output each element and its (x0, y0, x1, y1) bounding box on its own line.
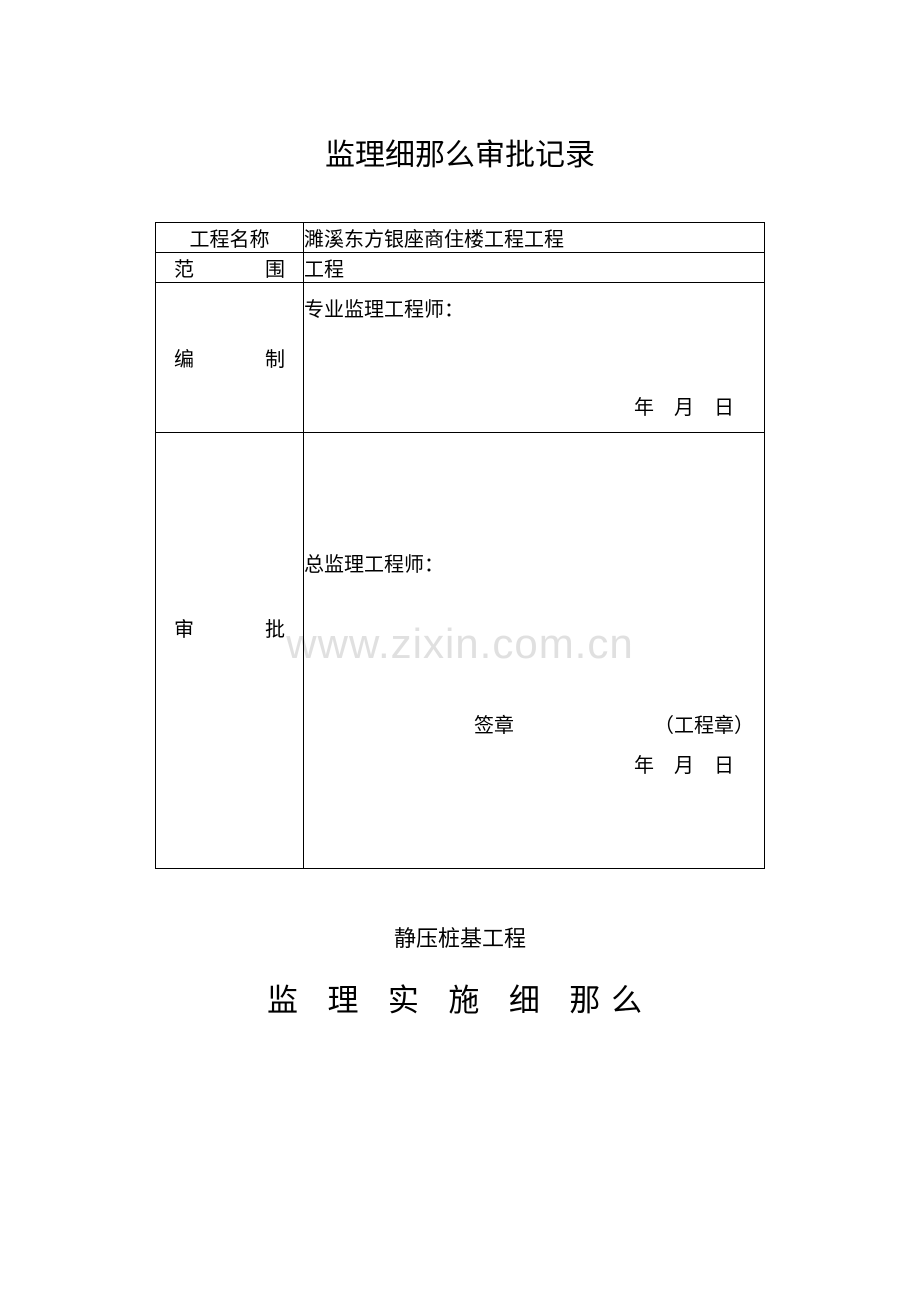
main-title: 监理细那么审批记录 (155, 130, 765, 174)
compiler-date-line: 年 月 日 (634, 391, 734, 420)
label-compiler: 编制 (156, 283, 304, 433)
date-year: 年 (634, 397, 654, 419)
date-day: 日 (714, 397, 734, 419)
content-wrapper: 监理细那么审批记录 工程名称 濉溪东方银座商住楼工程工程 范围 工程 编制 专业… (155, 130, 765, 1020)
value-compiler: 专业监理工程师： 年 月 日 (304, 283, 765, 433)
label-approval: 审批 (156, 433, 304, 869)
date-year: 年 (634, 755, 654, 777)
value-approval: 总监理工程师： 签章 （工程章） 年 月 日 (304, 433, 765, 869)
subtitle-1: 静压桩基工程 (155, 921, 765, 953)
value-project-name: 濉溪东方银座商住楼工程工程 (304, 223, 765, 253)
label-project-name: 工程名称 (156, 223, 304, 253)
table-row-scope: 范围 工程 (156, 253, 765, 283)
subtitle-2: 监 理 实 施 细 那么 (155, 975, 765, 1020)
value-scope: 工程 (304, 253, 765, 283)
date-month: 月 (674, 755, 694, 777)
sign-seal-line: 签章 （工程章） (474, 709, 754, 738)
seal-note: （工程章） (654, 709, 754, 738)
compiler-engineer-label: 专业监理工程师： (304, 299, 464, 321)
table-row-compiler: 编制 专业监理工程师： 年 月 日 (156, 283, 765, 433)
table-row-approval: 审批 总监理工程师： 签章 （工程章） 年 月 日 (156, 433, 765, 869)
chief-engineer-label: 总监理工程师： (304, 554, 444, 576)
date-day: 日 (714, 755, 734, 777)
label-scope: 范围 (156, 253, 304, 283)
table-row-project-name: 工程名称 濉溪东方银座商住楼工程工程 (156, 223, 765, 253)
page-container: www.zixin.com.cn 监理细那么审批记录 工程名称 濉溪东方银座商住… (0, 0, 920, 1302)
approval-table: 工程名称 濉溪东方银座商住楼工程工程 范围 工程 编制 专业监理工程师： 年 月 (155, 222, 765, 869)
sign-label: 签章 (474, 715, 514, 737)
approval-date-line: 年 月 日 (634, 749, 734, 778)
date-month: 月 (674, 397, 694, 419)
